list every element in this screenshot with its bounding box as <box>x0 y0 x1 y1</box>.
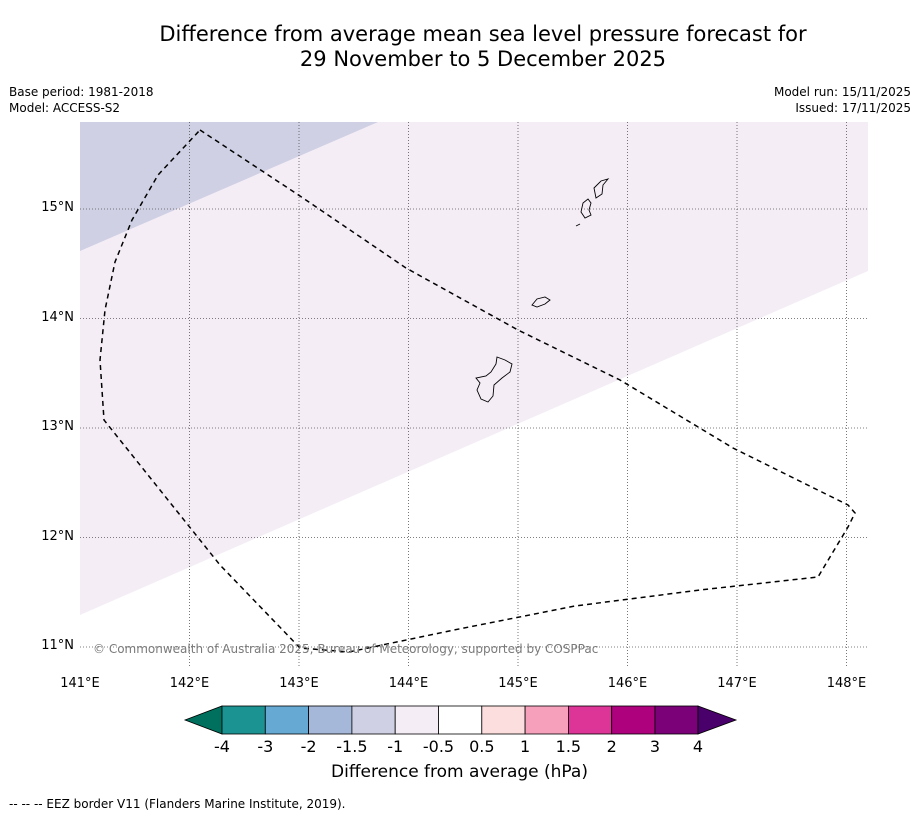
island-rota <box>531 296 551 308</box>
colorbar-bin-4 <box>351 705 396 735</box>
colorbar-tick: 2 <box>606 737 617 756</box>
lon-label-142: 142°E <box>169 676 210 691</box>
colorbar-tick: 0.5 <box>469 737 495 756</box>
colorbar-tick: -1.5 <box>336 737 368 756</box>
colorbar-tick: -1 <box>387 737 404 756</box>
issued-date: Issued: 17/11/2025 <box>795 101 911 115</box>
colorbar-bin-11 <box>654 705 699 735</box>
colorbar-tick: 3 <box>649 737 661 756</box>
island-aguijan <box>575 223 581 227</box>
colorbar-bin-5 <box>394 705 439 735</box>
map-area: © Commonwealth of Australia 2025, Bureau… <box>80 122 868 668</box>
lon-label-147: 147°E <box>717 676 757 691</box>
lon-label-146: 146°E <box>607 676 648 691</box>
eez-legend-note: -- -- -- EEZ border V11 (Flanders Marine… <box>9 797 346 811</box>
title-line-1: Difference from average mean sea level p… <box>159 22 807 46</box>
colorbar-bin-9 <box>568 705 613 735</box>
colorbar-bin-6 <box>438 705 483 735</box>
colorbar-bin-10 <box>611 705 656 735</box>
colorbar-extend-high <box>697 705 738 735</box>
island-saipan <box>593 178 610 199</box>
colorbar-bin-8 <box>524 705 569 735</box>
lat-label-12: 12°N <box>41 529 74 544</box>
eez-border <box>99 129 856 653</box>
colorbar-bin-7 <box>481 705 526 735</box>
colorbar-bin-2 <box>264 705 309 735</box>
lon-label-144: 144°E <box>388 676 429 691</box>
colorbar-tick: 4 <box>692 737 704 756</box>
lon-label-143: 143°E <box>279 676 319 691</box>
meta-right: Model run: 15/11/2025 Issued: 17/11/2025 <box>774 84 911 116</box>
colorbar-tick: -3 <box>257 737 274 756</box>
zone-slightly-below <box>80 122 868 615</box>
base-period: Base period: 1981-2018 <box>9 85 154 99</box>
colorbar-tick: -4 <box>214 737 230 756</box>
lon-label-141: 141°E <box>60 676 100 691</box>
colorbar-bin-3 <box>308 705 353 735</box>
title-line-2: 29 November to 5 December 2025 <box>299 47 667 71</box>
map-title: Difference from average mean sea level p… <box>0 22 919 72</box>
colorbar <box>183 705 738 735</box>
graticule <box>80 122 868 668</box>
island-tinian <box>580 198 592 219</box>
model-run: Model run: 15/11/2025 <box>773 85 911 99</box>
lat-label-15: 15°N <box>41 200 74 215</box>
model-name: Model: ACCESS-S2 <box>9 101 121 115</box>
colorbar-tick: -2 <box>300 737 317 756</box>
colorbar-tick: 1 <box>520 737 531 756</box>
island-guam <box>475 356 513 403</box>
colorbar-tick: -0.5 <box>422 737 455 756</box>
lat-label-14: 14°N <box>41 310 74 325</box>
zone-below <box>80 122 378 251</box>
colorbar-label: Difference from average (hPa) <box>331 762 588 782</box>
lat-label-13: 13°N <box>41 419 74 434</box>
lon-label-148: 148°E <box>826 676 867 691</box>
colorbar-bin-1 <box>221 705 266 735</box>
colorbar-tick: 1.5 <box>555 737 582 756</box>
meta-left: Base period: 1981-2018 Model: ACCESS-S2 <box>9 84 154 116</box>
colorbar-extend-low <box>183 705 223 735</box>
copyright-notice: © Commonwealth of Australia 2025, Bureau… <box>93 642 598 656</box>
lon-label-145: 145°E <box>498 676 538 691</box>
lat-label-11: 11°N <box>41 638 74 653</box>
islands <box>475 178 610 403</box>
